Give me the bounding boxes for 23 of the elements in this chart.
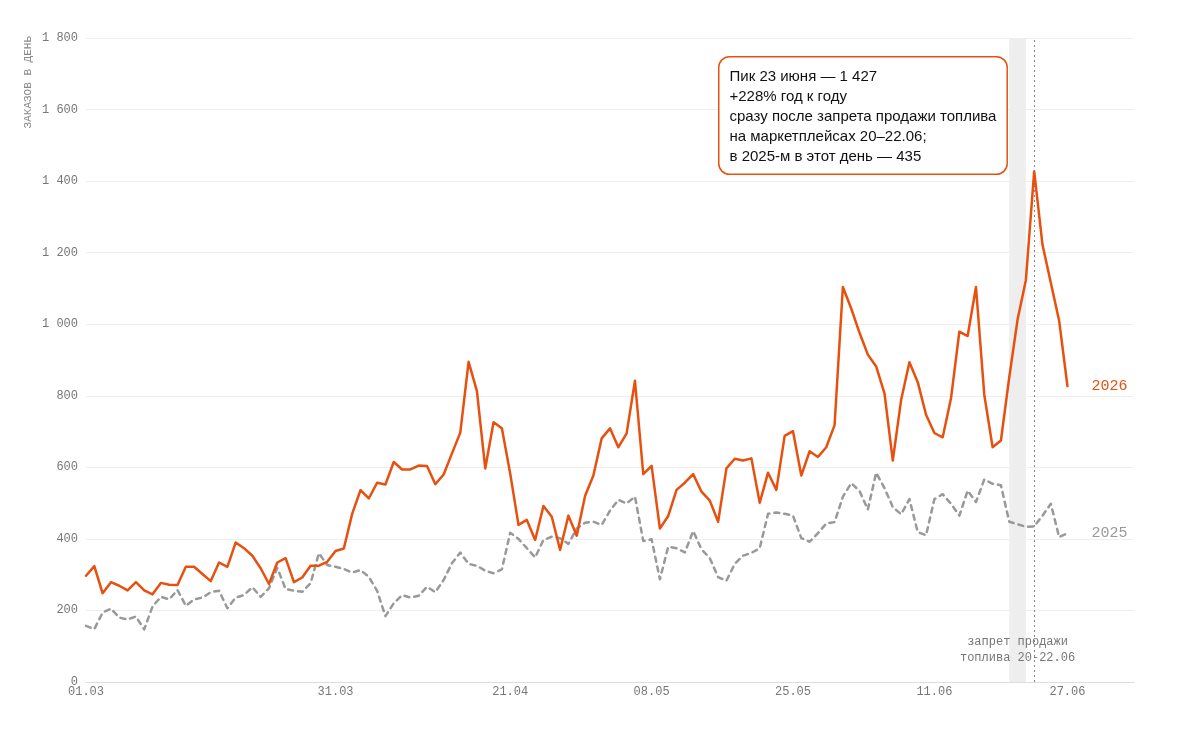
y-axis-title: ЗАКАЗОВ В ДЕНЬ — [21, 35, 34, 129]
series-label: 2025 — [1091, 524, 1128, 542]
x-tick-label: 01.03 — [67, 685, 105, 699]
y-tick-label: 1 000 — [41, 317, 78, 332]
y-tick-label: 1 400 — [41, 174, 78, 189]
band-label: запрет продажи топлива 20-22.06 — [959, 635, 1076, 665]
x-tick-label: 21.04 — [492, 685, 529, 699]
y-tick-label: 1 600 — [41, 102, 78, 117]
y-tick-label: 600 — [56, 460, 78, 475]
x-tick-label: 08.05 — [633, 685, 670, 699]
line-series — [84, 471, 1069, 631]
x-tick-label: 27.06 — [1049, 685, 1086, 699]
line-series — [84, 170, 1069, 596]
y-tick-label: 1 800 — [41, 31, 78, 45]
x-tick-label: 25.05 — [774, 685, 811, 699]
y-tick-label: 200 — [56, 603, 78, 618]
annotation: Пик 23 июня — 1 427 +228% год к году сразу после запрета продажи топлива на маркетплейсах 20–22.06; в 2025-м в этот день — 435 — [729, 67, 998, 164]
x-tick-label: 31.03 — [317, 685, 354, 699]
y-tick-label: 800 — [56, 388, 78, 403]
series-label: 2026 — [1091, 377, 1128, 395]
x-tick-label: 11.06 — [916, 685, 953, 699]
y-tick-label: 1 200 — [41, 245, 78, 260]
y-tick-label: 400 — [56, 531, 78, 546]
